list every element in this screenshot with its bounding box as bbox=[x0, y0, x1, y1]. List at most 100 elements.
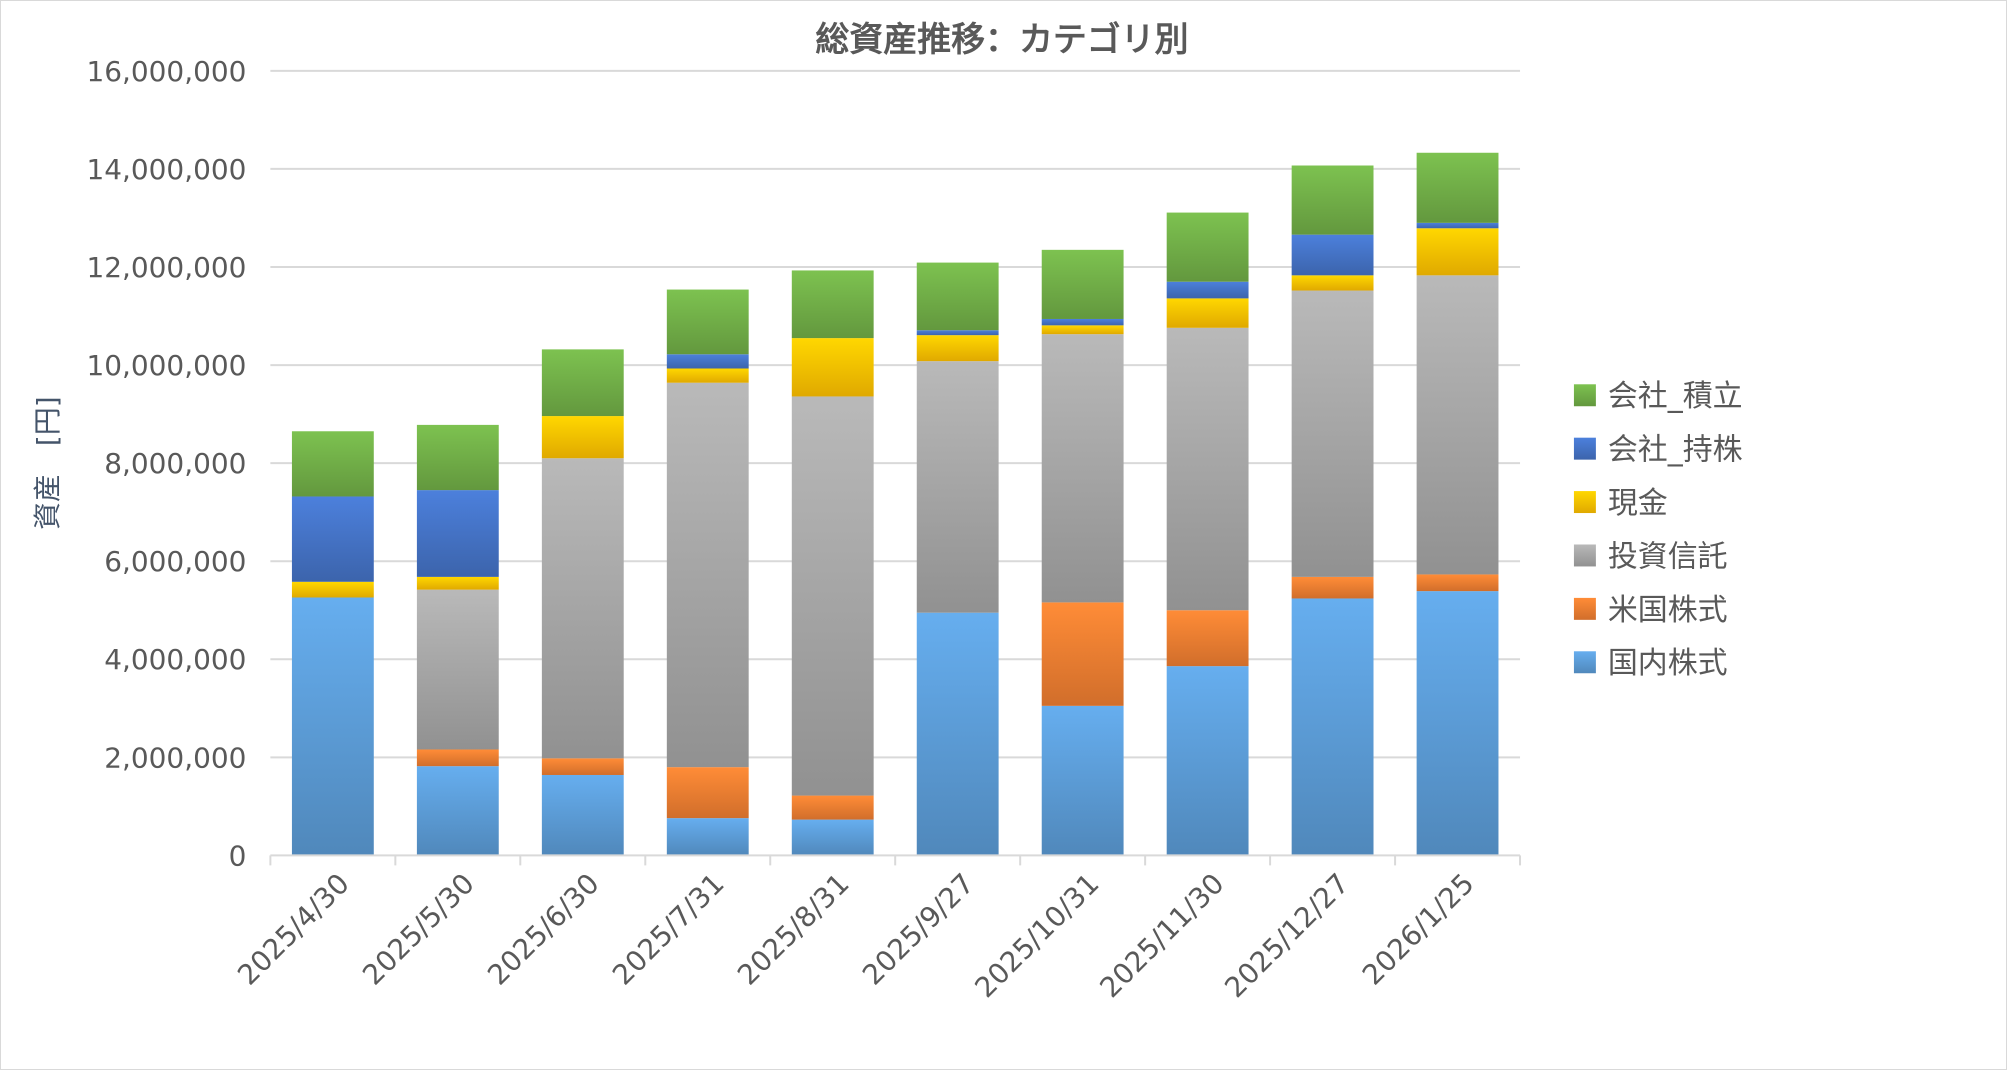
bar-segment bbox=[791, 270, 874, 339]
legend-label: 会社_持株 bbox=[1608, 433, 1743, 468]
bar-segment bbox=[666, 354, 749, 369]
bars bbox=[291, 152, 1499, 856]
bar-segment bbox=[416, 589, 499, 750]
x-tick-label: 2025/5/30 bbox=[356, 867, 481, 992]
bar-segment bbox=[541, 416, 624, 459]
bar-segment bbox=[1166, 281, 1249, 299]
y-tick-labels: 0 2,000,000 4,000,000 6,000,000 8,000,000 10,… bbox=[86, 55, 246, 873]
bar-segment bbox=[1166, 327, 1249, 611]
legend-swatch bbox=[1573, 437, 1596, 460]
y-tick-label: 16,000,000 bbox=[86, 55, 246, 88]
x-tick-label: 2025/4/30 bbox=[231, 867, 356, 992]
x-tick-label: 2026/1/25 bbox=[1356, 867, 1481, 992]
bar-segment bbox=[1416, 152, 1499, 223]
bar-segment bbox=[1041, 602, 1124, 706]
bar-segment bbox=[291, 581, 374, 598]
legend-item: 会社_持株 bbox=[1573, 433, 1743, 468]
x-tick-labels: 2025/4/30 2025/5/30 2025/6/30 2025/7/31 2025… bbox=[231, 867, 1480, 1004]
bar-segment bbox=[666, 767, 749, 819]
legend-item: 投資信託 bbox=[1573, 539, 1728, 574]
legend-label: 国内株式 bbox=[1608, 646, 1728, 681]
legend-swatch bbox=[1573, 544, 1596, 567]
bar-segment bbox=[1291, 576, 1374, 599]
bar-segment bbox=[291, 431, 374, 497]
x-tick-label: 2025/10/31 bbox=[968, 867, 1105, 1004]
x-tick-label: 2025/6/30 bbox=[481, 867, 606, 992]
legend-label: 現金 bbox=[1608, 486, 1668, 521]
bar-segment bbox=[1166, 212, 1249, 282]
bar-segment bbox=[791, 795, 874, 820]
bar-segment bbox=[1041, 318, 1124, 326]
bar-segment bbox=[1416, 574, 1499, 592]
legend-swatch bbox=[1573, 651, 1596, 674]
bar-segment bbox=[1166, 610, 1249, 667]
bar-segment bbox=[1166, 666, 1249, 856]
bar-segment bbox=[666, 818, 749, 856]
bar-segment bbox=[291, 496, 374, 582]
legend-swatch bbox=[1573, 491, 1596, 514]
legend-item: 国内株式 bbox=[1573, 646, 1728, 681]
bar-segment bbox=[291, 597, 374, 856]
y-tick-label: 6,000,000 bbox=[104, 545, 246, 578]
x-tick-label: 2025/7/31 bbox=[606, 867, 731, 992]
bar-segment bbox=[541, 458, 624, 759]
bar-segment bbox=[1291, 275, 1374, 291]
bar-segment bbox=[541, 774, 624, 856]
bar-segment bbox=[916, 262, 999, 331]
bar-segment bbox=[1416, 228, 1499, 276]
legend-swatch bbox=[1573, 597, 1596, 620]
bar-segment bbox=[1041, 249, 1124, 319]
bar-segment bbox=[791, 338, 874, 397]
y-tick-label: 4,000,000 bbox=[104, 643, 246, 676]
legend-label: 会社_積立 bbox=[1608, 379, 1743, 414]
y-tick-label: 0 bbox=[229, 839, 247, 872]
legend-label: 米国株式 bbox=[1608, 593, 1728, 628]
bar-segment bbox=[541, 758, 624, 775]
bar-segment bbox=[1291, 290, 1374, 577]
bar-segment bbox=[416, 749, 499, 767]
legend-swatch bbox=[1573, 384, 1596, 407]
x-tick-label: 2025/9/27 bbox=[856, 867, 981, 992]
legend-label: 投資信託 bbox=[1608, 539, 1728, 574]
bar-segment bbox=[916, 361, 999, 613]
y-tick-label: 8,000,000 bbox=[104, 447, 246, 480]
bar-segment bbox=[1166, 298, 1249, 328]
y-tick-label: 2,000,000 bbox=[104, 741, 246, 774]
bar-segment bbox=[1041, 334, 1124, 603]
x-axis bbox=[269, 854, 1522, 866]
bar-segment bbox=[1416, 222, 1499, 229]
bar-segment bbox=[916, 612, 999, 856]
y-axis-label: 資産 [円] bbox=[31, 396, 64, 530]
bar-segment bbox=[1291, 165, 1374, 235]
bar-segment bbox=[1041, 705, 1124, 856]
x-tick-label: 2025/12/27 bbox=[1218, 867, 1355, 1004]
legend-item: 現金 bbox=[1573, 486, 1668, 521]
y-tick-label: 14,000,000 bbox=[86, 153, 246, 186]
bar-segment bbox=[666, 382, 749, 768]
y-tick-label: 10,000,000 bbox=[86, 349, 246, 382]
bar-segment bbox=[416, 424, 499, 491]
y-tick-label: 12,000,000 bbox=[86, 251, 246, 284]
bar-segment bbox=[791, 819, 874, 856]
legend-item: 会社_積立 bbox=[1573, 379, 1743, 414]
bar-segment bbox=[666, 289, 749, 355]
bar-segment bbox=[1416, 591, 1499, 856]
bar-segment bbox=[1416, 275, 1499, 575]
bar-segment bbox=[416, 490, 499, 577]
legend-item: 米国株式 bbox=[1573, 593, 1728, 628]
bar-segment bbox=[666, 368, 749, 383]
bar-segment bbox=[416, 576, 499, 590]
bar-segment bbox=[916, 330, 999, 336]
bar-segment bbox=[916, 335, 999, 362]
bar-segment bbox=[1041, 325, 1124, 335]
bar-segment bbox=[541, 349, 624, 417]
bar-segment bbox=[1291, 234, 1374, 276]
chart-title: 総資産推移：カテゴリ別 bbox=[815, 20, 1188, 60]
bar-segment bbox=[1291, 598, 1374, 856]
bar-segment bbox=[416, 766, 499, 856]
bar-segment bbox=[791, 396, 874, 796]
x-tick-label: 2025/8/31 bbox=[731, 867, 856, 992]
x-tick-label: 2025/11/30 bbox=[1093, 867, 1230, 1004]
